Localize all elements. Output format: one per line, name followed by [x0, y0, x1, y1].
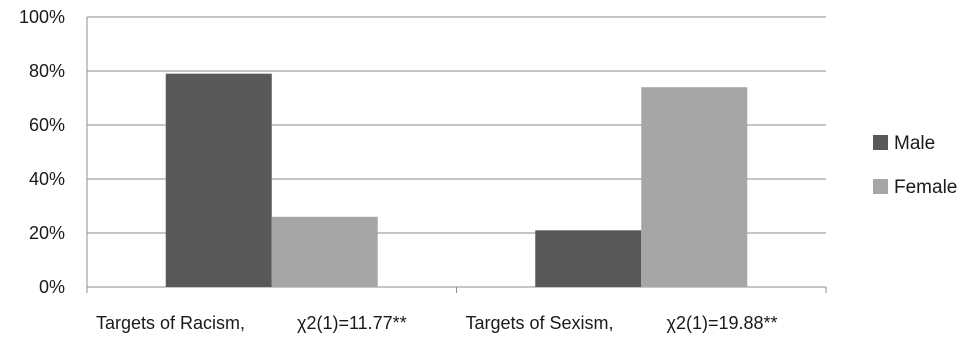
bar-male-1 [165, 73, 272, 287]
y-tick-label: 60% [29, 115, 65, 135]
bar-male-2 [535, 230, 642, 287]
x-category-stat: χ2(1)=19.88** [667, 313, 778, 333]
y-tick-label: 40% [29, 169, 65, 189]
legend-swatch-male [873, 135, 888, 150]
y-tick-label: 100% [19, 7, 65, 27]
x-category-stat: χ2(1)=11.77** [297, 313, 407, 333]
legend-swatch-female [873, 179, 888, 194]
legend-label-male: Male [894, 133, 935, 154]
bar-female-1 [271, 216, 378, 287]
bar-female-2 [641, 87, 748, 287]
x-category-label: Targets of Sexism, [466, 313, 614, 333]
x-category-label: Targets of Racism, [96, 313, 245, 333]
y-tick-label: 20% [29, 223, 65, 243]
y-tick-label: 80% [29, 61, 65, 81]
y-tick-label: 0% [39, 277, 65, 297]
legend-label-female: Female [894, 177, 957, 198]
